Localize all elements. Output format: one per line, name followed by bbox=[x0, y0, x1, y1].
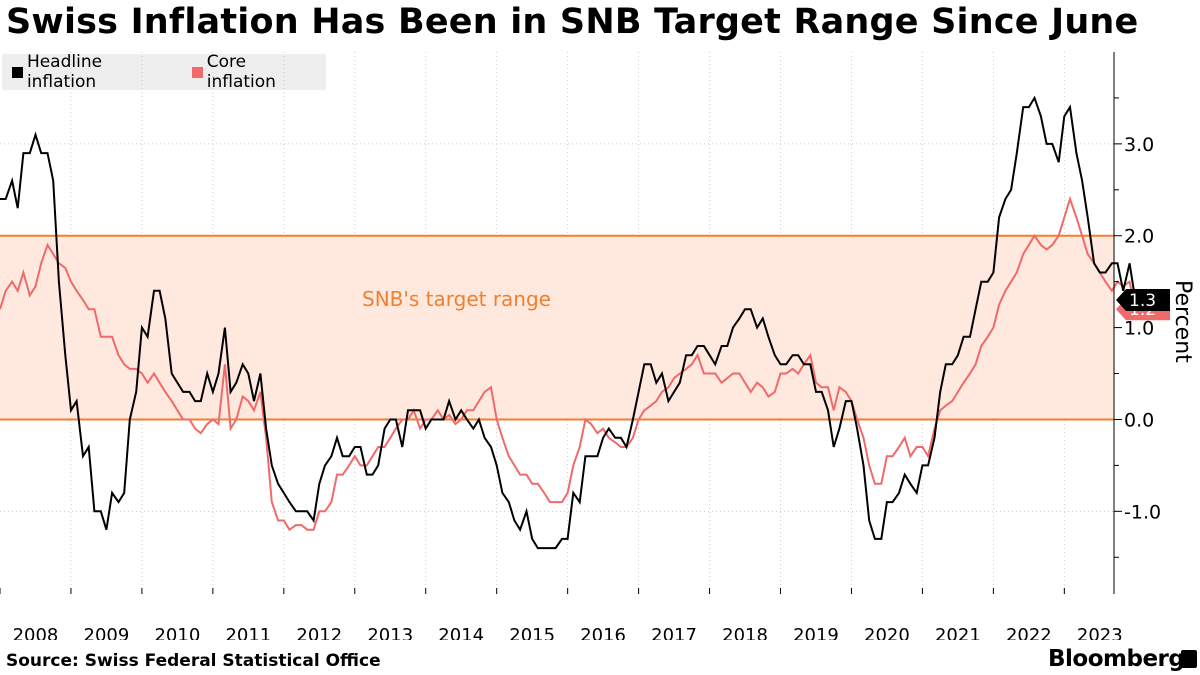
x-tick-label: 2018 bbox=[722, 625, 768, 640]
x-tick-label: 2009 bbox=[84, 625, 130, 640]
x-tick-label: 2015 bbox=[509, 625, 555, 640]
x-tick-label: 2020 bbox=[864, 625, 910, 640]
last-value-label-headline: 1.3 bbox=[1129, 291, 1156, 311]
legend-item-core: Core inflation bbox=[191, 52, 320, 92]
legend-label-headline: Headline inflation bbox=[26, 52, 103, 92]
y-tick-label: 2.0 bbox=[1124, 226, 1154, 248]
x-tick-label: 2019 bbox=[793, 625, 839, 640]
last-value-callout-headline-shape bbox=[1116, 289, 1170, 312]
x-tick-label: 2013 bbox=[367, 625, 413, 640]
x-tick-label: 2022 bbox=[1006, 625, 1052, 640]
chart-plot: SNB's target range 3.0 2.0 1.0 0.0 -1.0 2008… bbox=[0, 52, 1195, 640]
y-tick-label: 3.0 bbox=[1124, 134, 1154, 156]
bloomberg-icon bbox=[1181, 650, 1197, 668]
legend-swatch-core bbox=[191, 66, 203, 78]
x-tick-label: 2017 bbox=[651, 625, 697, 640]
target-range-label: SNB's target range bbox=[362, 287, 551, 311]
x-tick-label: 2016 bbox=[580, 625, 626, 640]
source-note: Source: Swiss Federal Statistical Office bbox=[6, 651, 381, 671]
legend-label-core: Core inflation bbox=[206, 52, 276, 92]
x-tick-label: 2012 bbox=[296, 625, 342, 640]
x-tick-label: 2008 bbox=[13, 625, 59, 640]
legend: Headline inflation Core inflation bbox=[2, 52, 326, 92]
x-tick-label: 2023 bbox=[1077, 625, 1123, 640]
x-tick-label: 2010 bbox=[154, 625, 200, 640]
chart-title: Swiss Inflation Has Been in SNB Target R… bbox=[6, 2, 1139, 42]
y-axis-title: Percent bbox=[1170, 280, 1195, 363]
x-tick-label: 2011 bbox=[225, 625, 271, 640]
target-range-band bbox=[0, 235, 1114, 420]
last-value-callout-headline: 1.3 bbox=[1116, 289, 1170, 312]
y-tick-label: 0.0 bbox=[1124, 409, 1154, 431]
legend-swatch-headline bbox=[12, 66, 23, 78]
y-tick-label: 1.0 bbox=[1124, 318, 1154, 340]
series-line-core bbox=[0, 195, 1137, 532]
series-line-headline bbox=[0, 95, 1137, 550]
y-tick-label: -1.0 bbox=[1124, 501, 1161, 523]
x-tick-label: 2021 bbox=[935, 625, 981, 640]
x-tick-label: 2014 bbox=[438, 625, 484, 640]
brand-logo: Bloomberg bbox=[1048, 646, 1185, 672]
legend-item-headline: Headline inflation bbox=[12, 52, 176, 92]
